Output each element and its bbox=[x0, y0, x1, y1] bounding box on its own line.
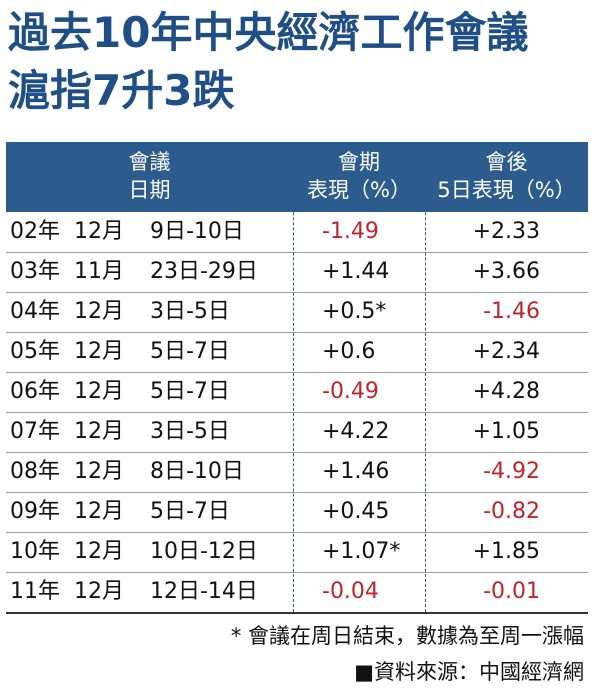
during-change: +4.22 bbox=[322, 419, 390, 444]
column-header-line: 表現（%） bbox=[307, 178, 411, 202]
after-change: -0.01 bbox=[483, 579, 540, 604]
after-change: +2.34 bbox=[472, 339, 540, 364]
year: 10年 bbox=[10, 539, 60, 564]
column-header-line: 會議 bbox=[128, 150, 171, 174]
after-change: +1.85 bbox=[472, 539, 540, 564]
source: ■資料來源：中國經濟網 bbox=[354, 660, 584, 684]
month: 12月 bbox=[74, 499, 124, 524]
row-divider bbox=[6, 372, 588, 373]
row-divider bbox=[6, 572, 588, 573]
days: 9日-10日 bbox=[150, 219, 244, 244]
column-divider bbox=[425, 142, 426, 612]
month: 12月 bbox=[74, 219, 124, 244]
month: 12月 bbox=[74, 379, 124, 404]
title-line: 滬指7升3跌 bbox=[8, 66, 235, 115]
year: 04年 bbox=[10, 299, 60, 324]
row-divider bbox=[6, 452, 588, 453]
days: 5日-7日 bbox=[150, 339, 230, 364]
during-change: +0.6 bbox=[322, 339, 376, 364]
year: 02年 bbox=[10, 219, 60, 244]
row-divider bbox=[6, 492, 588, 493]
days: 5日-7日 bbox=[150, 379, 230, 404]
footnote: * 會議在周日結束，數據為至周一漲幅 bbox=[230, 624, 584, 648]
row-divider bbox=[6, 292, 588, 293]
days: 5日-7日 bbox=[150, 499, 230, 524]
row-divider bbox=[6, 332, 588, 333]
column-header-line: 會期 bbox=[338, 150, 380, 174]
year: 06年 bbox=[10, 379, 60, 404]
days: 3日-5日 bbox=[150, 299, 230, 324]
column-header-line: 會後 bbox=[485, 150, 528, 174]
during-change: +1.07* bbox=[322, 539, 401, 564]
days: 10日-12日 bbox=[150, 539, 258, 564]
after-change: -0.82 bbox=[483, 499, 540, 524]
days: 3日-5日 bbox=[150, 419, 230, 444]
month: 12月 bbox=[74, 579, 124, 604]
after-change: +1.05 bbox=[472, 419, 540, 444]
month: 11月 bbox=[74, 259, 124, 284]
column-header-line: 5日表現（%） bbox=[437, 178, 576, 202]
year: 03年 bbox=[10, 259, 60, 284]
column-header-line: 日期 bbox=[128, 178, 171, 202]
row-divider bbox=[6, 252, 588, 253]
month: 12月 bbox=[74, 419, 124, 444]
table-header-bg bbox=[6, 142, 588, 212]
during-change: +1.46 bbox=[322, 459, 390, 484]
row-divider bbox=[6, 612, 588, 614]
days: 8日-10日 bbox=[150, 459, 244, 484]
during-change: -0.49 bbox=[322, 379, 379, 404]
after-change: +3.66 bbox=[472, 259, 540, 284]
month: 12月 bbox=[74, 459, 124, 484]
year: 07年 bbox=[10, 419, 60, 444]
during-change: +1.44 bbox=[322, 259, 390, 284]
month: 12月 bbox=[74, 299, 124, 324]
column-header: 會期表現（%） bbox=[293, 148, 425, 204]
year: 11年 bbox=[10, 579, 60, 604]
days: 12日-14日 bbox=[150, 579, 258, 604]
column-header: 會後 5日表現（%） bbox=[425, 148, 588, 204]
during-change: +0.5* bbox=[322, 299, 387, 324]
row-divider bbox=[6, 412, 588, 413]
title-line: 過去10年中央經濟工作會議 bbox=[8, 8, 529, 57]
days: 23日-29日 bbox=[150, 259, 258, 284]
during-change: -1.49 bbox=[322, 219, 379, 244]
during-change: -0.04 bbox=[322, 579, 379, 604]
row-divider bbox=[6, 532, 588, 533]
column-header: 會議 日期 bbox=[6, 148, 293, 204]
during-change: +0.45 bbox=[322, 499, 390, 524]
year: 08年 bbox=[10, 459, 60, 484]
year: 09年 bbox=[10, 499, 60, 524]
column-divider bbox=[293, 142, 294, 612]
after-change: +2.33 bbox=[472, 219, 540, 244]
after-change: -1.46 bbox=[483, 299, 540, 324]
month: 12月 bbox=[74, 539, 124, 564]
year: 05年 bbox=[10, 339, 60, 364]
after-change: -4.92 bbox=[483, 459, 540, 484]
month: 12月 bbox=[74, 339, 124, 364]
after-change: +4.28 bbox=[472, 379, 540, 404]
